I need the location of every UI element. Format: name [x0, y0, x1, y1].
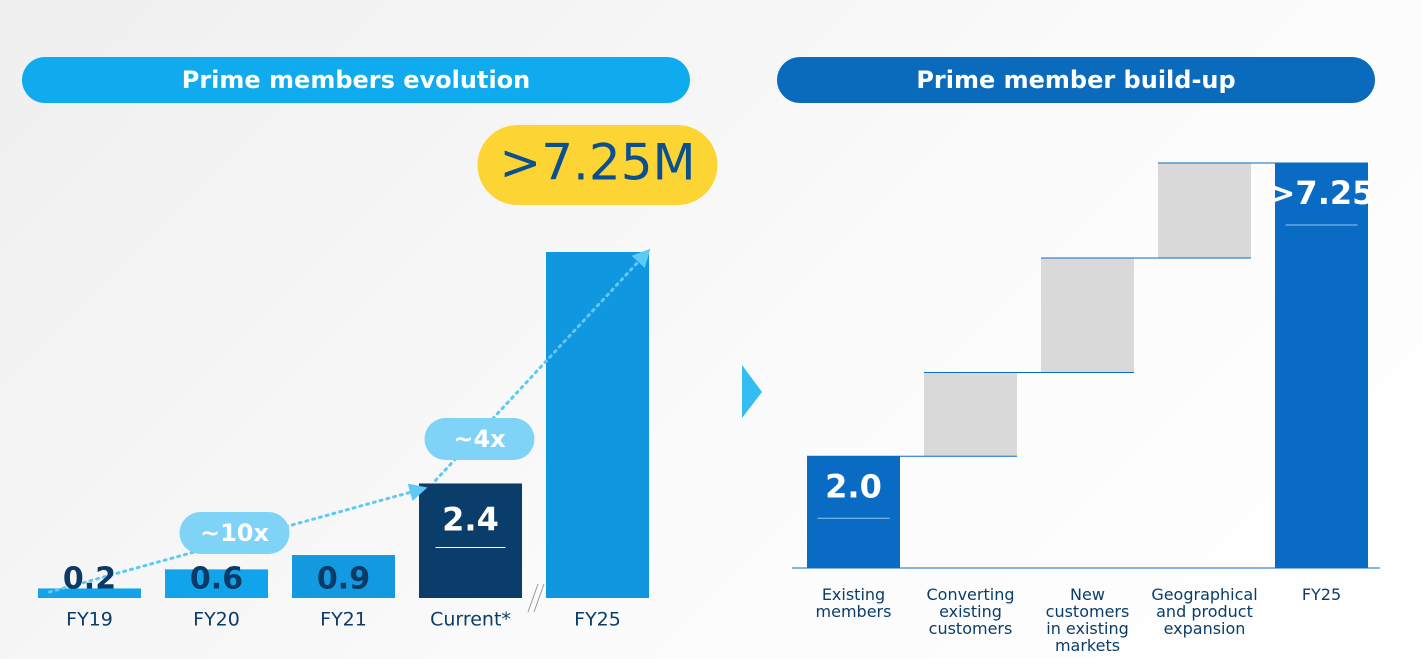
- value-label: 2.0: [825, 467, 882, 505]
- value-label: >7.25: [1269, 174, 1375, 212]
- annotation-pill: [424, 418, 535, 460]
- x-tick-label: FY20: [193, 609, 240, 631]
- header-pill: [22, 57, 690, 103]
- x-tick-label: FY19: [66, 609, 113, 631]
- bar: [1041, 257, 1134, 373]
- bar: [1158, 163, 1251, 258]
- chart-title: Prime members evolution: [182, 66, 531, 94]
- header-pill: [777, 57, 1375, 103]
- bar: [924, 372, 1017, 457]
- bar: [546, 252, 649, 598]
- label-bubble: [477, 125, 718, 205]
- value-label: 0.6: [190, 562, 243, 597]
- x-tick-label: Converting existing customers: [926, 585, 1015, 638]
- bar: [1275, 163, 1368, 568]
- value-label: 0.9: [317, 562, 370, 597]
- x-tick-label: Existing members: [815, 585, 892, 621]
- annotation: ~4x: [453, 425, 506, 453]
- axis-break: [527, 583, 539, 613]
- x-tick-label: FY25: [1301, 585, 1342, 604]
- value-label: 0.2: [63, 562, 116, 597]
- x-tick-label: FY21: [320, 609, 367, 631]
- x-tick-label: Geographical and product expansion: [1151, 585, 1258, 638]
- x-tick-label: New customers in existing markets: [1045, 585, 1130, 655]
- annotation-pill: [179, 512, 290, 554]
- bar: [419, 483, 522, 598]
- x-tick-label: Current*: [430, 609, 511, 631]
- bar: [165, 569, 268, 598]
- bar: [292, 555, 395, 598]
- chart-title: Prime member build-up: [916, 66, 1235, 94]
- x-tick-label: FY25: [574, 609, 621, 631]
- chevron: [742, 365, 762, 418]
- bar: [38, 588, 141, 598]
- bar: [807, 456, 900, 568]
- value-label: >7.25M: [499, 134, 695, 192]
- value-label: 2.4: [442, 500, 499, 538]
- axis-break: [533, 583, 545, 613]
- annotation: ~10x: [200, 519, 270, 547]
